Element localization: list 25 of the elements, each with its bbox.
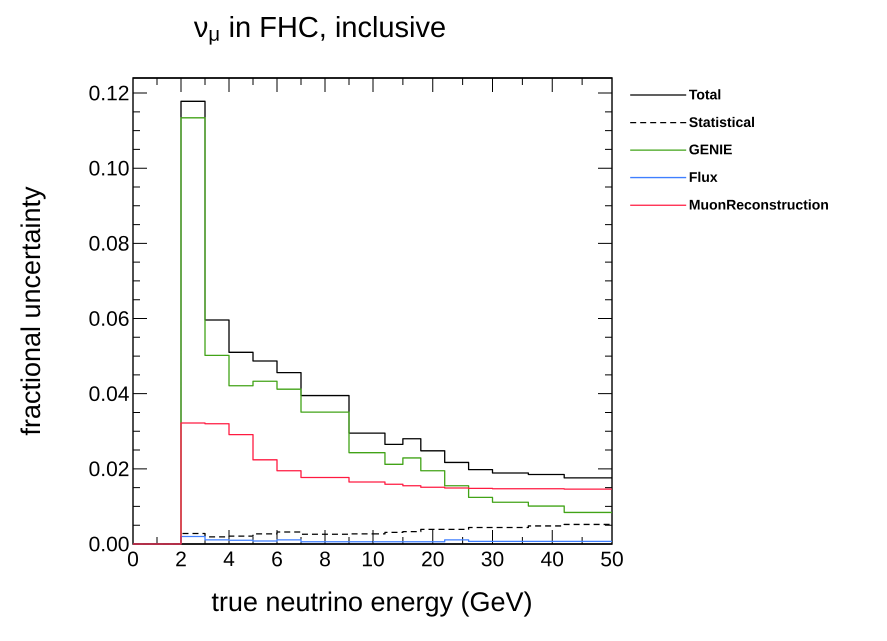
y-tick-label: 0.08 (89, 236, 129, 251)
x-tick-label: 50 (601, 552, 623, 566)
x-axis-title: true neutrino energy (GeV) (212, 591, 531, 617)
y-axis-title: fractional uncertainty (20, 186, 46, 436)
legend-label: Total (688, 89, 720, 100)
y-tick-label: 0.02 (89, 461, 128, 476)
x-tick-label: 6 (272, 552, 282, 566)
x-tick-label: 4 (224, 552, 234, 566)
legend-label: Statistical (689, 116, 754, 128)
x-tick-label: 40 (541, 552, 564, 566)
x-tick-label: 0 (128, 552, 138, 566)
y-tick-label: 0.04 (89, 386, 129, 402)
x-tick-label: 2 (176, 552, 186, 566)
legend-label: MuonReconstruction (690, 199, 828, 210)
legend-label: Flux (690, 172, 718, 182)
legend-label: GENIE (689, 144, 732, 154)
chart-title: ν$_{μ}$ in FHC, inclusive (194, 16, 445, 45)
x-tick-label: 8 (320, 552, 330, 566)
x-tick-label: 30 (482, 552, 504, 566)
x-tick-label: 10 (362, 552, 384, 566)
y-tick-label: 0.12 (89, 86, 128, 100)
y-tick-label: 0.10 (89, 160, 129, 176)
x-tick-label: 20 (422, 552, 444, 566)
y-tick-label: 0.00 (89, 536, 129, 552)
y-tick-label: 0.06 (89, 311, 129, 326)
